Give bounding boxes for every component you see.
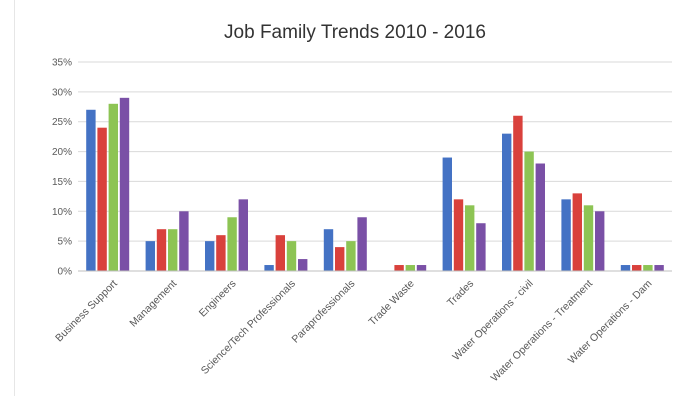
bar (465, 205, 475, 271)
bar (561, 199, 571, 271)
bars (86, 97, 664, 272)
bar (535, 163, 545, 271)
x-category-label: Water Operations - Treatment (489, 278, 595, 384)
bar (145, 241, 155, 271)
bar (179, 211, 189, 271)
bar (119, 97, 130, 271)
bar (108, 103, 118, 271)
bar (572, 193, 582, 271)
x-category-label: Engineers (197, 278, 239, 320)
bar (357, 217, 367, 271)
bar (264, 265, 274, 271)
y-tick-label: 15% (52, 177, 72, 188)
x-category-label: Science/Tech Professionals (199, 278, 298, 377)
bar (394, 265, 404, 271)
bar (227, 217, 237, 271)
chart-title: Job Family Trends 2010 - 2016 (224, 22, 486, 43)
bar (86, 109, 96, 272)
y-tick-label: 35% (52, 58, 72, 69)
y-axis-ticks: 0% 5% 10% 15% 20% 25% 30% 35% (52, 58, 72, 278)
bar (654, 265, 664, 271)
bar (346, 241, 356, 271)
y-tick-label: 0% (58, 267, 73, 278)
bar (286, 241, 297, 271)
bar (205, 241, 215, 271)
y-tick-label: 20% (52, 147, 72, 158)
bar (156, 229, 167, 271)
x-category-label: Management (127, 278, 179, 330)
bar (216, 235, 226, 271)
bar (632, 265, 642, 271)
y-tick-label: 30% (52, 87, 72, 98)
bar (298, 259, 308, 271)
x-axis-categories: Business Support Management EngineersScien… (53, 277, 654, 384)
x-category-label: Trades (445, 278, 476, 309)
left-edge-rule (14, 0, 15, 396)
bar (643, 265, 653, 271)
bar (502, 133, 512, 271)
bar (583, 205, 594, 271)
x-category-label: Business Support (53, 278, 120, 345)
x-category-label: Trade Waste (366, 278, 417, 329)
bar (513, 115, 523, 272)
bar (335, 247, 345, 271)
y-tick-label: 25% (52, 117, 72, 128)
bar (168, 229, 178, 271)
bar (238, 199, 248, 271)
bar (524, 151, 534, 271)
bar (476, 223, 486, 271)
bar (442, 157, 452, 271)
y-tick-label: 5% (58, 237, 73, 248)
gridlines (78, 61, 672, 242)
bar (405, 265, 415, 271)
bar (620, 265, 631, 271)
bar (323, 229, 334, 271)
bar (595, 211, 605, 271)
y-tick-label: 10% (52, 207, 72, 218)
bar (453, 199, 464, 271)
x-category-label: Paraprofessionals (290, 278, 358, 346)
bar (275, 235, 285, 271)
bar (97, 127, 107, 271)
bar (416, 265, 427, 271)
